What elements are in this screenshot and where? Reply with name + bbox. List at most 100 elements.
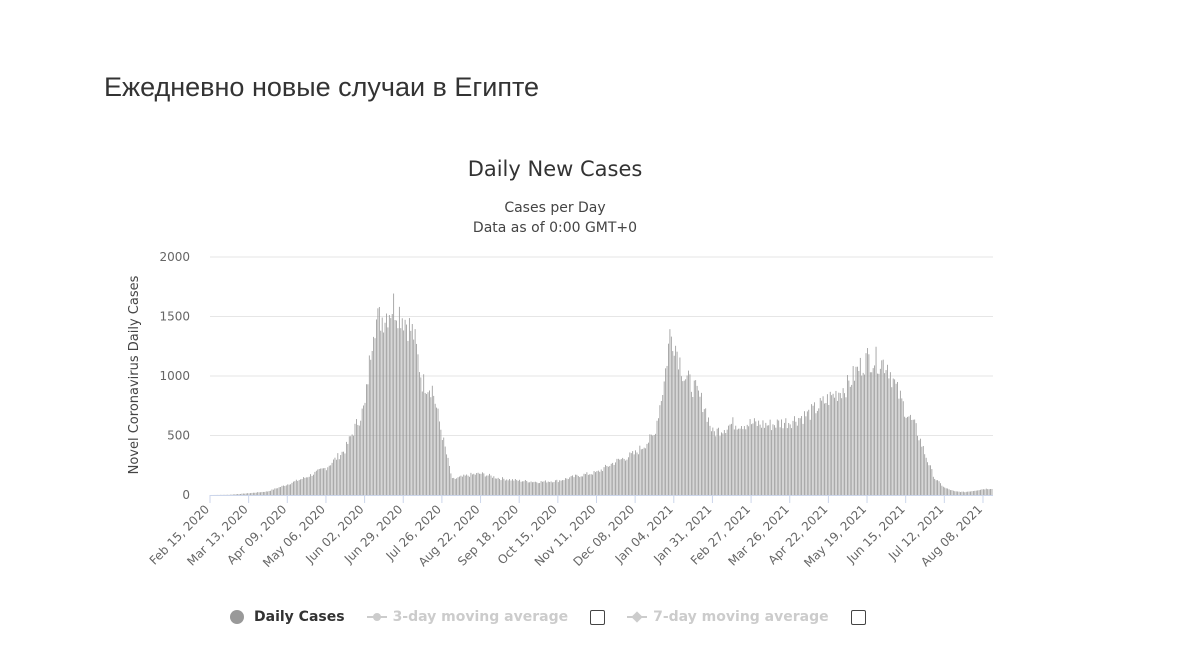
- bar: [600, 469, 602, 495]
- bar: [560, 480, 562, 495]
- bar: [287, 484, 289, 495]
- bar: [504, 480, 506, 495]
- bar: [695, 380, 697, 495]
- bar: [889, 372, 891, 495]
- bar: [675, 345, 677, 495]
- bar: [534, 481, 536, 495]
- bar: [951, 490, 953, 495]
- bar: [567, 479, 569, 495]
- bar: [423, 374, 425, 495]
- legend-item-7-day-moving-average[interactable]: 7-day moving average: [627, 609, 866, 625]
- bar: [865, 353, 867, 495]
- bar: [819, 397, 821, 495]
- bar: [484, 476, 486, 495]
- bar: [932, 476, 934, 495]
- bar: [771, 430, 772, 495]
- bar: [708, 417, 709, 495]
- y-axis-tick-labels: 0 500 1000 1500 2000: [159, 250, 190, 502]
- bar: [544, 480, 546, 495]
- bar: [855, 366, 857, 495]
- bar: [957, 491, 959, 495]
- bar: [638, 454, 639, 495]
- y-tick-label: 1500: [159, 310, 190, 324]
- bar: [861, 375, 863, 495]
- bar: [274, 488, 276, 495]
- bar: [481, 472, 483, 495]
- bar: [719, 436, 721, 495]
- bar: [420, 377, 422, 495]
- bar: [616, 458, 618, 495]
- bar: [617, 458, 619, 495]
- bar: [670, 336, 672, 495]
- bar: [660, 400, 662, 495]
- bar: [575, 474, 576, 495]
- bar: [838, 392, 840, 495]
- bar: [576, 474, 578, 495]
- bar: [769, 419, 771, 495]
- bar: [917, 435, 918, 495]
- bar: [612, 462, 614, 495]
- bar: [795, 421, 797, 495]
- bar: [952, 490, 954, 495]
- bar: [242, 493, 244, 495]
- bar: [859, 357, 861, 495]
- bar: [908, 416, 910, 495]
- y-axis-title: Novel Coronavirus Daily Cases: [127, 275, 142, 474]
- bar: [633, 454, 635, 495]
- bar: [510, 480, 512, 495]
- y-tick-label: 1000: [159, 369, 190, 383]
- bar: [735, 425, 737, 495]
- bar: [564, 478, 566, 495]
- bar: [393, 293, 395, 495]
- bar: [277, 488, 279, 495]
- bar: [321, 468, 323, 495]
- bar: [752, 423, 754, 495]
- bar: [825, 403, 827, 495]
- bar: [444, 446, 446, 495]
- bar: [446, 454, 448, 495]
- bar: [268, 491, 270, 495]
- bar: [325, 470, 327, 495]
- bar: [818, 408, 820, 495]
- bar: [915, 423, 917, 495]
- bar: [721, 432, 722, 495]
- bar: [281, 485, 283, 495]
- bar: [497, 477, 499, 495]
- bar: [394, 320, 396, 495]
- chart-title: Daily New Cases: [468, 157, 643, 181]
- bar: [513, 480, 515, 495]
- bar: [733, 429, 735, 495]
- bar: [712, 427, 714, 495]
- bar: [403, 330, 405, 495]
- bar: [360, 420, 362, 495]
- bar: [805, 416, 807, 495]
- bar: [411, 324, 413, 495]
- bar: [317, 469, 319, 495]
- bar: [816, 410, 818, 495]
- checkbox-7-day-moving-average[interactable]: [850, 609, 866, 625]
- legend-item-daily-cases[interactable]: Daily Cases: [230, 609, 345, 625]
- bar: [784, 422, 785, 495]
- bar: [738, 428, 740, 495]
- bar: [271, 489, 273, 495]
- bar: [583, 473, 585, 495]
- bar: [941, 485, 943, 495]
- bar: [463, 474, 465, 495]
- bar: [887, 364, 888, 495]
- bar: [942, 486, 944, 495]
- legend-item-3-day-moving-average[interactable]: 3-day moving average: [366, 609, 606, 625]
- bar: [885, 370, 887, 495]
- bar: [536, 482, 538, 495]
- bar: [705, 408, 707, 495]
- bar: [905, 417, 907, 495]
- checkbox-3-day-moving-average[interactable]: [590, 609, 606, 625]
- bar: [686, 375, 688, 495]
- bar: [554, 480, 556, 495]
- bar: [354, 423, 356, 495]
- bar: [417, 354, 419, 495]
- bar: [290, 484, 291, 495]
- bar: [625, 460, 626, 495]
- bar: [940, 483, 941, 495]
- bar: [665, 368, 667, 495]
